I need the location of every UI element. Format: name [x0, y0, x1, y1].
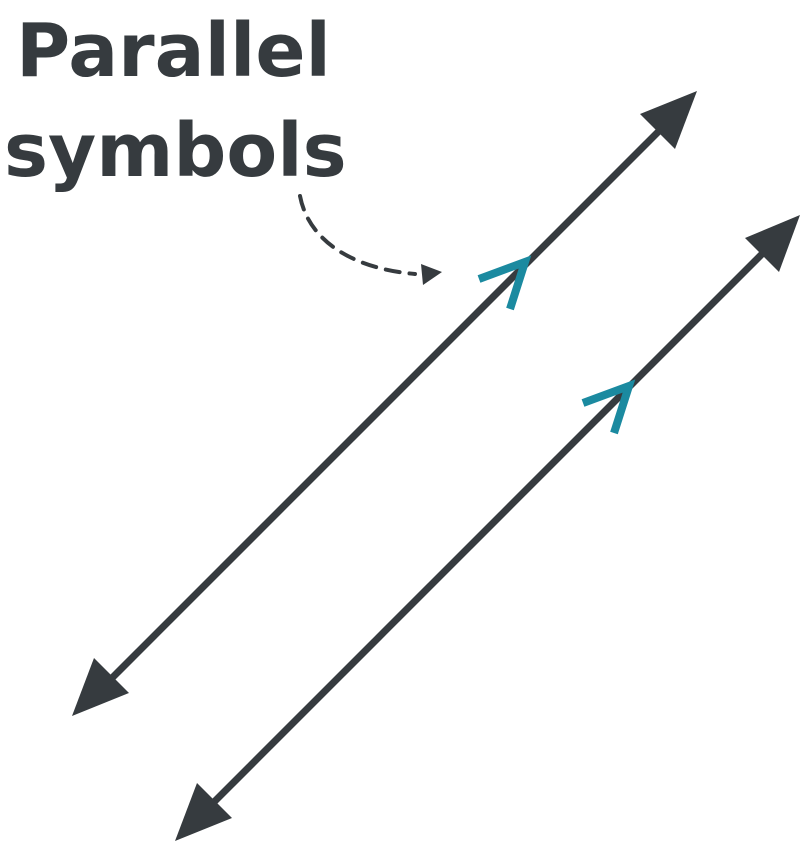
- parallel-line-2: [175, 215, 800, 841]
- line-1-parallel-mark-chevron-icon: [477, 255, 532, 311]
- label-line-1: Parallel: [16, 8, 331, 94]
- parallel-symbols-label: Parallel symbols: [4, 8, 347, 194]
- label-line-2: symbols: [4, 108, 347, 194]
- line-2-parallel-mark-chevron-icon: [581, 379, 636, 435]
- pointer-arrowhead-icon: [421, 264, 442, 285]
- line-2-shaft: [210, 246, 770, 806]
- line-2-arrowhead-top-icon: [745, 215, 800, 272]
- line-1-arrowhead-bottom-icon: [72, 658, 129, 716]
- parallel-line-1: [72, 91, 697, 716]
- pointer-arrow: [298, 194, 442, 285]
- line-2-arrowhead-bottom-icon: [175, 783, 232, 841]
- dashed-curved-arrow-icon: [298, 194, 417, 276]
- line-1-shaft: [107, 125, 665, 683]
- line-1-arrowhead-top-icon: [640, 91, 697, 149]
